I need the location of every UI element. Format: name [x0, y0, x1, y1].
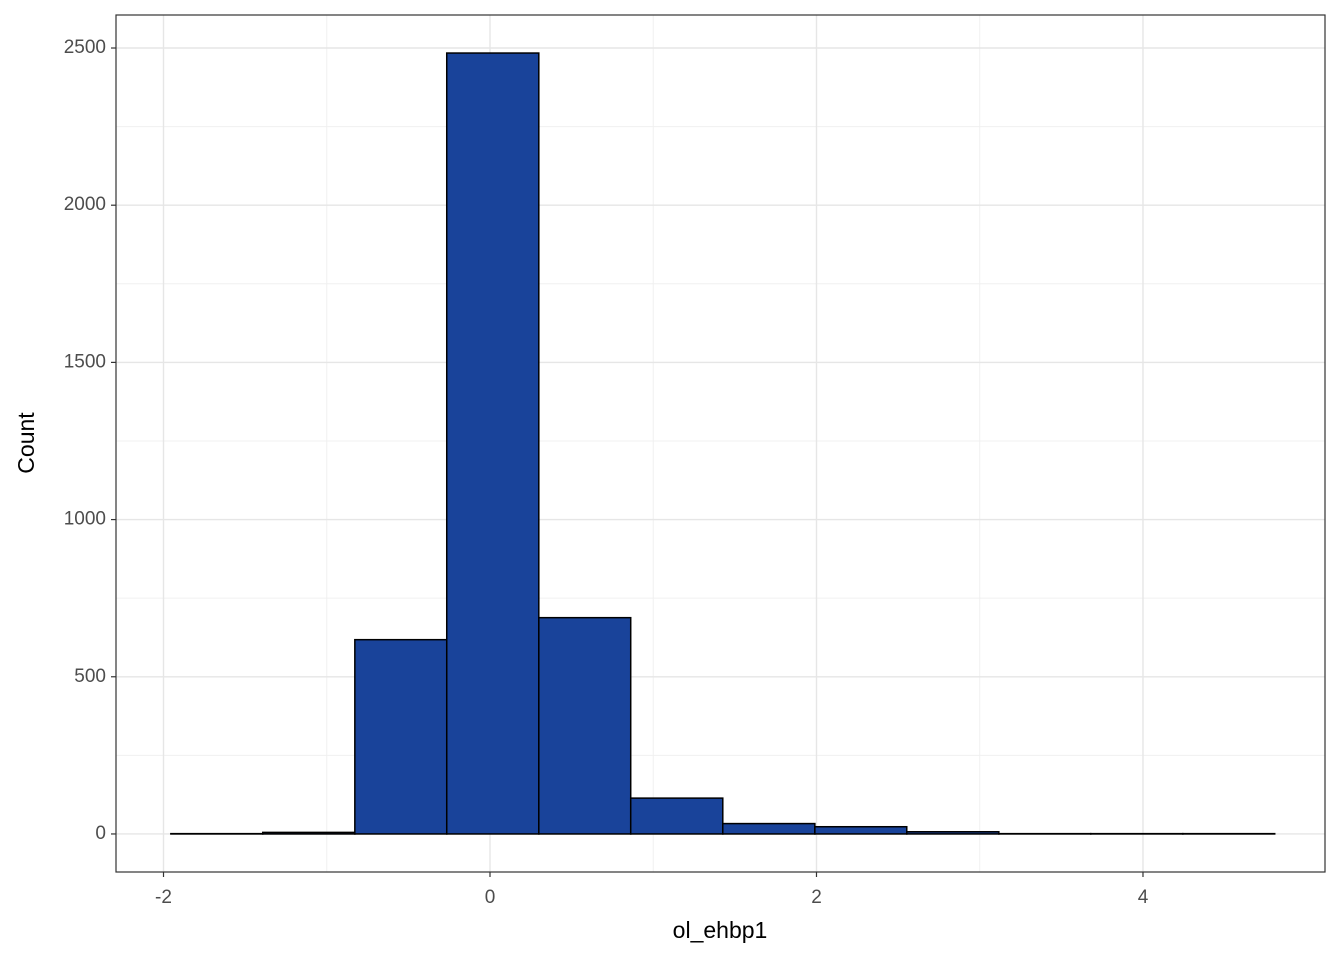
y-tick-label: 0 [95, 823, 106, 844]
bar [445, 52, 540, 835]
y-tick-label: 2000 [64, 194, 106, 215]
bar [538, 616, 632, 835]
bar [629, 797, 724, 835]
x-tick-label: -2 [155, 887, 172, 908]
x-tick-label: 0 [485, 887, 496, 908]
y-tick-label: 2500 [64, 37, 106, 58]
x-tick-label: 2 [811, 887, 822, 908]
x-axis-title: ol_ehbp1 [673, 917, 768, 943]
bar [354, 638, 448, 835]
bar [906, 831, 1000, 835]
bar [814, 825, 908, 835]
y-tick-label: 1000 [64, 509, 106, 530]
bar [722, 822, 816, 835]
bars [170, 52, 1276, 835]
x-tick-label: 4 [1138, 887, 1149, 908]
panel-border [115, 14, 1326, 873]
y-tick-label: 500 [74, 666, 106, 687]
bar [262, 831, 356, 835]
y-tick-label: 1500 [64, 351, 106, 372]
y-axis-title: Count [13, 412, 39, 474]
